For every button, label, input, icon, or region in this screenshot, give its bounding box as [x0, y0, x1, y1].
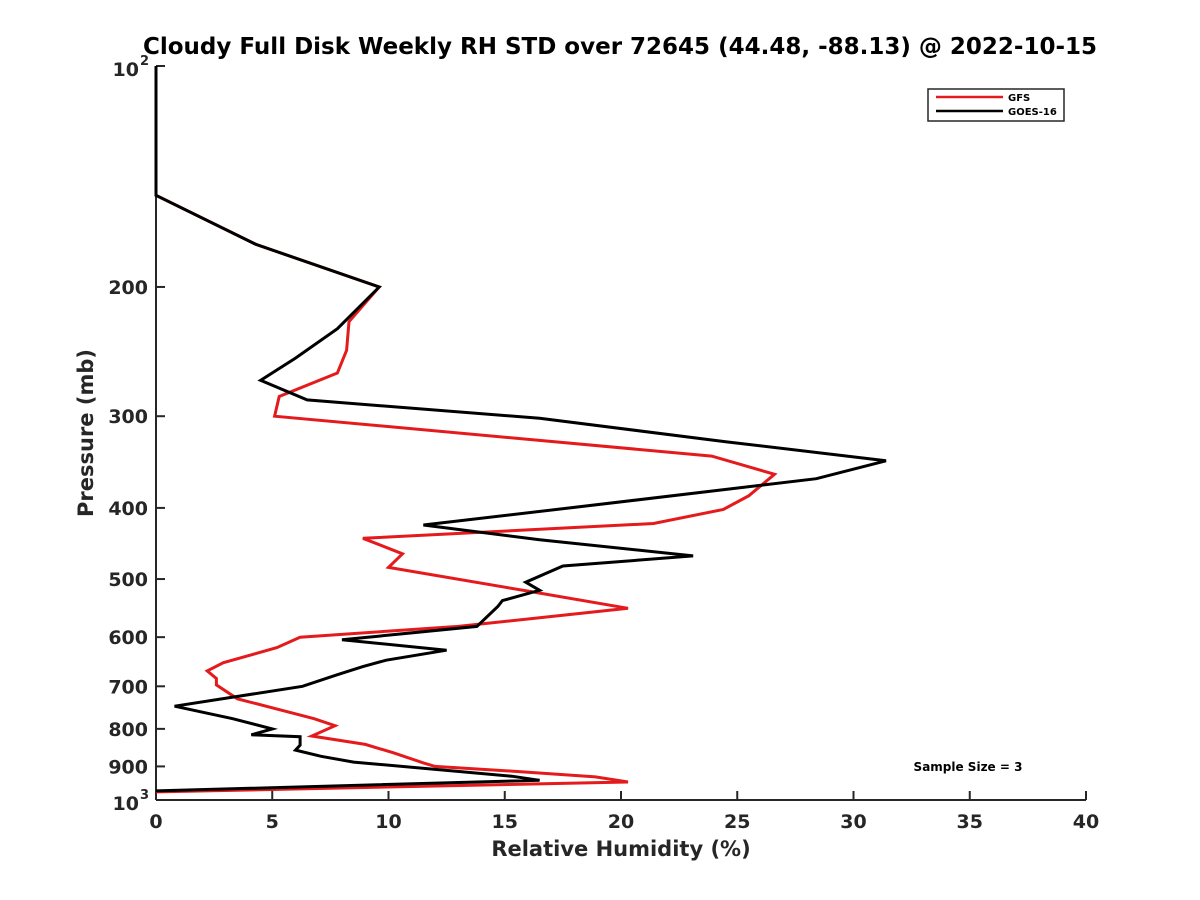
- y-tick-label: 10 2: [113, 54, 150, 81]
- y-tick-label: 700: [108, 676, 148, 698]
- y-axis-label: Pressure (mb): [74, 349, 98, 517]
- plot-area: [155, 66, 1086, 801]
- sample-size-annotation: Sample Size = 3: [914, 760, 1023, 774]
- x-tick-label: 10: [375, 811, 401, 833]
- legend-box: [927, 88, 1065, 122]
- y-tick-label: 200: [108, 277, 148, 299]
- x-tick-label: 25: [724, 811, 750, 833]
- x-tick-label: 5: [266, 811, 279, 833]
- legend-label-gfs: GFS: [1008, 93, 1030, 104]
- series-line-goes16: [154, 66, 887, 793]
- y-tick-label-base: 10: [113, 59, 139, 81]
- x-tick-label: 40: [1073, 811, 1099, 833]
- x-axis-ticks: 0 5 10 15 20 25 30 35 40: [149, 791, 1099, 833]
- x-tick-label: 15: [492, 811, 518, 833]
- legend: GFS GOES-16: [927, 88, 1065, 122]
- y-tick-label-exponent: 3: [140, 788, 149, 803]
- x-tick-label: 30: [840, 811, 866, 833]
- x-tick-label: 0: [149, 811, 162, 833]
- y-tick-label: 500: [108, 569, 148, 591]
- y-tick-label: 300: [108, 406, 148, 428]
- series-lines: [154, 66, 887, 794]
- chart-title: Cloudy Full Disk Weekly RH STD over 7264…: [143, 34, 1097, 60]
- y-tick-label-exponent: 2: [140, 54, 149, 69]
- y-tick-label: 400: [108, 498, 148, 520]
- x-tick-label: 20: [608, 811, 634, 833]
- y-tick-label: 800: [108, 719, 148, 741]
- y-tick-label: 900: [108, 756, 148, 778]
- x-axis-label: Relative Humidity (%): [491, 837, 750, 861]
- y-tick-label: 10 3: [113, 788, 150, 815]
- series-line-gfs: [154, 66, 778, 794]
- x-tick-label: 35: [957, 811, 983, 833]
- legend-label-goes16: GOES-16: [1008, 107, 1057, 118]
- y-tick-label-base: 10: [113, 793, 139, 815]
- y-tick-label: 600: [108, 627, 148, 649]
